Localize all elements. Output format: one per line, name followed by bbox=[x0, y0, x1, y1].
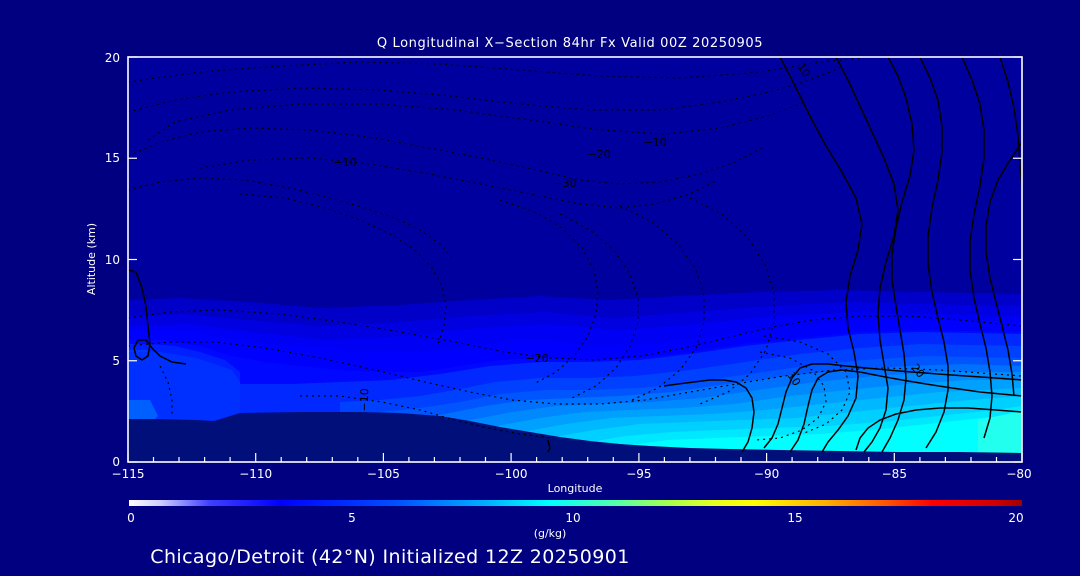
positive-contours bbox=[128, 57, 1022, 453]
x-minor-ticks bbox=[152, 457, 998, 462]
y-tick-label-15: 15 bbox=[105, 151, 120, 165]
colorbar-tick-0: 0 bbox=[127, 511, 135, 525]
y-tick-label-10: 10 bbox=[105, 253, 120, 267]
x-tick-label--115: −115 bbox=[112, 467, 145, 481]
y-tick-label-5: 5 bbox=[112, 354, 120, 368]
plot-area bbox=[127, 56, 1023, 463]
contour-label: −10 bbox=[358, 388, 372, 412]
contour-label: −20 bbox=[525, 352, 548, 365]
x-tick-label--105: −105 bbox=[367, 467, 400, 481]
x-tick-label--85: −85 bbox=[882, 467, 907, 481]
negative-contours bbox=[128, 57, 1022, 441]
q-pocket-left bbox=[128, 400, 158, 424]
y-major-ticks bbox=[128, 56, 1022, 463]
x-axis-label: Longitude bbox=[548, 482, 603, 495]
colorbar-unit-label: (g/kg) bbox=[534, 527, 567, 540]
x-tick-label--80: −80 bbox=[1006, 467, 1031, 481]
contour-label: 10 bbox=[795, 61, 814, 80]
x-tick-label--95: −95 bbox=[626, 467, 651, 481]
x-axis: −115 −110 −105 −100 −95 −90 −85 −80 Long… bbox=[112, 453, 1032, 495]
contour-label-group: −10 −20 −30 −10 −20 −10 10 20 10 bbox=[333, 61, 927, 412]
contour-label: −10 bbox=[333, 156, 356, 169]
figure-caption: Chicago/Detroit (42°N) Initialized 12Z 2… bbox=[150, 546, 629, 568]
terrain-mask bbox=[128, 412, 1022, 462]
y-axis: 0 5 10 15 20 Altitude (km) bbox=[85, 51, 1022, 469]
x-tick-label--110: −110 bbox=[239, 467, 272, 481]
colorbar[interactable]: 0 5 10 15 20 (g/kg) bbox=[127, 500, 1024, 540]
y-tick-label-0: 0 bbox=[112, 455, 120, 469]
colorbar-gradient[interactable] bbox=[129, 500, 1022, 506]
y-axis-label: Altitude (km) bbox=[85, 223, 98, 295]
x-tick-label--90: −90 bbox=[754, 467, 779, 481]
moisture-field bbox=[128, 57, 1022, 462]
colorbar-tick-5: 5 bbox=[348, 511, 356, 525]
x-major-ticks bbox=[127, 453, 1023, 462]
contour-label: −10 bbox=[643, 136, 666, 149]
contour-label: −20 bbox=[587, 148, 610, 161]
chart-title: Q Longitudinal X−Section 84hr Fx Valid 0… bbox=[377, 36, 763, 51]
y-tick-label-20: 20 bbox=[105, 51, 120, 65]
colorbar-tick-10: 10 bbox=[565, 511, 580, 525]
colorbar-tick-20: 20 bbox=[1008, 511, 1023, 525]
contour-label: −30 bbox=[553, 177, 576, 190]
colorbar-tick-15: 15 bbox=[787, 511, 802, 525]
contour-label: 10 bbox=[785, 370, 804, 389]
x-tick-label--100: −100 bbox=[495, 467, 528, 481]
